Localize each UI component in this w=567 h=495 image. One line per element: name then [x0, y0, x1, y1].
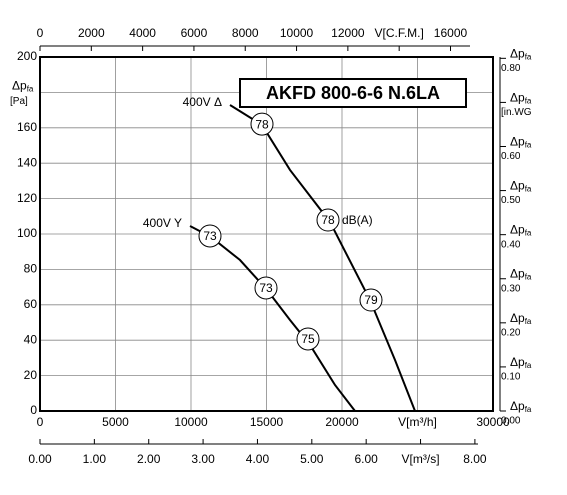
- y2-axis-label: Δpfa: [510, 355, 532, 370]
- plot-frame: [39, 56, 494, 412]
- db-marker-label: 75: [301, 332, 315, 346]
- y2-axis-label-sub: fa: [525, 361, 532, 370]
- y2-axis-label-main: Δp: [510, 267, 525, 281]
- y2-axis-label: 0.50: [501, 195, 521, 206]
- y2-axis-label: 0.80: [501, 63, 521, 74]
- top-tick-label: 0: [37, 26, 44, 40]
- y2-axis-label: 0.30: [501, 283, 521, 294]
- y-tick-label: 200: [17, 49, 37, 63]
- top-tick-label: 12000: [331, 26, 365, 40]
- bottom2-tick-label: 8.00: [463, 452, 487, 466]
- y2-axis-label-main: Δp: [510, 355, 525, 369]
- y2-axis-label: Δpfa: [510, 91, 532, 106]
- db-marker: [359, 288, 383, 312]
- y-tick-label: 40: [24, 332, 38, 346]
- top-tick-label: 4000: [129, 26, 156, 40]
- db-marker: [254, 276, 278, 300]
- y2-axis-label-sub: fa: [525, 97, 532, 106]
- y2-axis-label-sub: fa: [525, 185, 532, 194]
- y-axis-label: [Pa]: [10, 96, 28, 107]
- y2-axis-label-main: Δp: [510, 46, 525, 60]
- y2-axis-label-main: Δp: [510, 135, 525, 149]
- db-marker: [250, 112, 274, 136]
- y2-axis-label: 0.60: [501, 151, 521, 162]
- y2-axis-label: Δpfa: [510, 223, 532, 238]
- top-tick-label: 2000: [78, 26, 105, 40]
- db-marker-label: 73: [259, 281, 273, 295]
- y2-axis-label: Δpfa: [510, 179, 532, 194]
- y2-axis-label-sub: fa: [525, 229, 532, 238]
- title-box: [239, 78, 467, 108]
- db-marker: [296, 327, 320, 351]
- bottom2-tick-label: 3.00: [191, 452, 215, 466]
- y2-axis-label-main: Δp: [510, 91, 525, 105]
- y-tick-label: 120: [17, 191, 37, 205]
- x-tick-label: 5000: [102, 415, 129, 429]
- bottom2-tick-label: 2.00: [137, 452, 161, 466]
- y-tick-label: 160: [17, 120, 37, 134]
- series-label: 400V Y: [143, 216, 182, 230]
- top-tick-label: V[C.F.M.]: [375, 26, 424, 40]
- y-tick-label: 20: [24, 368, 38, 382]
- bottom2-tick-label: 0.00: [28, 452, 52, 466]
- y2-axis-label: Δpfa: [510, 267, 532, 282]
- x-tick-label: 30000: [476, 415, 510, 429]
- y-tick-label: 60: [24, 297, 38, 311]
- y2-axis-label: Δpfa: [510, 311, 532, 326]
- top-tick-label: 10000: [280, 26, 314, 40]
- y-axis-label-sub: fa: [27, 85, 34, 94]
- x-tick-label: 10000: [174, 415, 208, 429]
- series-label: 400V Δ: [183, 95, 222, 109]
- y2-axis-label-main: Δp: [510, 399, 525, 413]
- y2-axis-label-main: Δp: [510, 179, 525, 193]
- y2-axis-label: Δpfa: [510, 46, 532, 61]
- y2-axis-label: [in.WG: [501, 107, 532, 118]
- y-tick-label: 100: [17, 226, 37, 240]
- y-tick-label: 0: [30, 403, 37, 417]
- y2-axis-label: 0.40: [501, 239, 521, 250]
- y2-axis-label-sub: fa: [525, 317, 532, 326]
- y-tick-label: 140: [17, 155, 37, 169]
- y2-axis-label-main: Δp: [510, 223, 525, 237]
- y2-axis-label-sub: fa: [525, 405, 532, 414]
- y2-axis-label-sub: fa: [525, 52, 532, 61]
- db-marker-label: 78: [321, 213, 335, 227]
- db-marker: [316, 208, 340, 232]
- x-tick-label: 0: [37, 415, 44, 429]
- db-marker-label: 73: [203, 229, 217, 243]
- y2-axis-label: Δpfa: [510, 135, 532, 150]
- y2-axis-label-main: Δp: [510, 311, 525, 325]
- top-tick-label: 16000: [434, 26, 468, 40]
- bottom2-tick-label: 6.00: [354, 452, 378, 466]
- bottom2-tick-label: 4.00: [246, 452, 270, 466]
- y-tick-label: 80: [24, 262, 38, 276]
- y2-axis-label-sub: fa: [525, 141, 532, 150]
- y2-axis-label: 0.10: [501, 372, 521, 383]
- db-marker-label: 78: [255, 117, 269, 131]
- bottom2-tick-label: V[m³/s]: [402, 452, 440, 466]
- db-marker: [198, 224, 222, 248]
- x-tick-label: 15000: [250, 415, 284, 429]
- y-axis-label: Δpfa: [12, 79, 34, 94]
- x-tick-label: V[m³/h]: [398, 415, 437, 429]
- y2-axis-label-sub: fa: [525, 273, 532, 282]
- db-marker-label: 79: [364, 293, 378, 307]
- bottom2-tick-label: 5.00: [300, 452, 324, 466]
- y2-axis-label: Δpfa: [510, 399, 532, 414]
- unit-label: dB(A): [342, 213, 373, 227]
- top-tick-label: 8000: [232, 26, 259, 40]
- bottom2-tick-label: 1.00: [83, 452, 107, 466]
- y-axis-label-main: Δp: [12, 79, 27, 93]
- x-tick-label: 20000: [325, 415, 359, 429]
- chart-title: AKFD 800-6-6 N.6LA: [266, 83, 440, 103]
- y2-axis-label: 0.00: [501, 416, 521, 427]
- top-tick-label: 6000: [181, 26, 208, 40]
- y2-axis-label: 0.20: [501, 327, 521, 338]
